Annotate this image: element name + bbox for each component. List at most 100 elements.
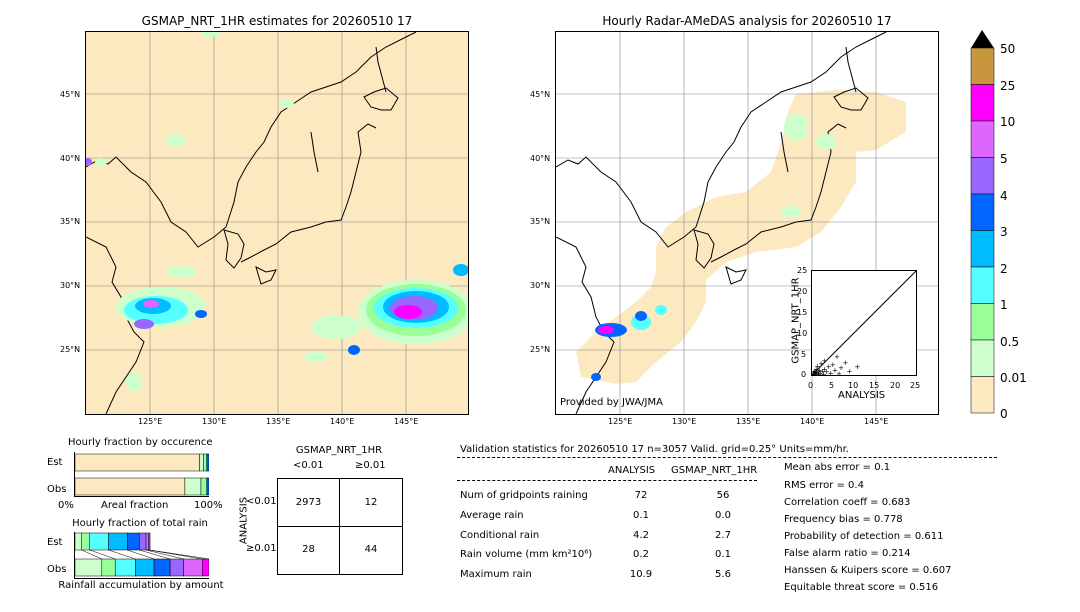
left-lat-label-45: 45°N — [60, 90, 81, 99]
occurrence-canvas — [74, 453, 210, 496]
contingency-row-ge: ≥0.01 — [246, 543, 277, 554]
amount-obs-segment — [202, 558, 210, 577]
scatter-point: + — [834, 353, 840, 361]
left-lon-label-140: 140°E — [330, 417, 355, 426]
validation-row-analysis: 0.2 — [633, 549, 649, 560]
colorbar-block — [970, 266, 995, 304]
left-map-canvas — [86, 32, 468, 414]
amount-connector — [89, 549, 116, 560]
colorbar-over-arrow — [971, 30, 994, 48]
validation-row-label: Rain volume (mm km²10⁶) — [460, 549, 593, 560]
colorbar-label-0.01: 0.01 — [1000, 371, 1027, 385]
occurrence-xlabel: Areal fraction — [101, 500, 169, 511]
colorbar-block — [970, 303, 995, 341]
colorbar — [970, 30, 995, 414]
scatter-point: + — [813, 365, 819, 373]
contingency-grid: 2973 12 28 44 — [277, 478, 403, 575]
scatter-point: + — [822, 365, 828, 373]
scatter-xtick-20: 20 — [890, 381, 901, 390]
amount-obs-segment — [101, 558, 116, 577]
right-lat-label-40: 40°N — [530, 154, 551, 163]
validation-row-label: Maximum rain — [460, 569, 532, 580]
right-map: ++++++++++++++++++++++++++++++ Provided … — [555, 31, 939, 415]
contingency-row-lt: <0.01 — [246, 496, 277, 507]
left-lon-label-125: 125°E — [138, 417, 163, 426]
contingency-col-ge: ≥0.01 — [355, 460, 386, 471]
scatter-point: + — [815, 368, 821, 375]
score-hk: Hanssen & Kuipers score = 0.607 — [784, 565, 952, 576]
occurrence-est-segment — [199, 453, 204, 472]
scatter-point: + — [814, 370, 820, 375]
amount-xlabel: Rainfall accumulation by amount — [58, 580, 224, 591]
scatter-xtick-15: 15 — [869, 381, 880, 390]
scatter-point: + — [821, 370, 827, 375]
amount-title: Hourly fraction of total rain — [72, 518, 208, 529]
score-ets: Equitable threat score = 0.516 — [784, 582, 939, 593]
validation-row-gsmap: 56 — [716, 490, 730, 501]
right-lon-label-135: 135°E — [736, 417, 761, 426]
left-lon-label-130: 130°E — [202, 417, 227, 426]
validation-row-analysis: 10.9 — [629, 569, 653, 580]
occurrence-est-segment — [203, 453, 207, 472]
left-map-coastlines — [86, 32, 417, 414]
amount-obs-segment — [114, 558, 136, 577]
left-map — [85, 31, 469, 415]
right-lat-label-35: 35°N — [530, 217, 551, 226]
colorbar-block — [970, 120, 995, 158]
amount-est-segment — [148, 532, 151, 551]
amount-obs-segment — [74, 558, 103, 577]
colorbar-label-0.5: 0.5 — [1000, 335, 1020, 349]
colorbar-blocks — [970, 47, 995, 414]
amount-obs-segment — [169, 558, 184, 577]
scatter-xlabel: ANALYSIS — [838, 390, 886, 401]
amount-est-segment — [108, 532, 128, 551]
validation-row-gsmap: 0.0 — [715, 510, 731, 521]
scatter-point: + — [812, 370, 817, 375]
right-lon-label-130: 130°E — [672, 417, 697, 426]
amount-obs-segment — [135, 558, 155, 577]
validation-row-analysis: 0.1 — [633, 510, 649, 521]
colorbar-block — [970, 230, 995, 268]
scatter-point: + — [812, 367, 818, 375]
scatter-point: + — [814, 362, 820, 370]
right-lon-label-125: 125°E — [608, 417, 633, 426]
amount-est-segment — [145, 532, 149, 551]
colorbar-label-10: 10 — [1000, 115, 1016, 129]
score-rms-error: RMS error = 0.4 — [784, 480, 864, 491]
colorbar-label-0: 0 — [1000, 407, 1008, 421]
occurrence-row-obs: Obs — [47, 484, 67, 495]
colorbar-label-50: 50 — [1000, 42, 1016, 56]
score-pod: Probability of detection = 0.611 — [784, 531, 944, 542]
amount-plot — [74, 532, 210, 579]
amount-est-segment — [89, 532, 109, 551]
validation-row-analysis: 4.2 — [633, 530, 649, 541]
scatter-point: + — [824, 368, 830, 375]
colorbar-label-5: 5 — [1000, 152, 1008, 166]
left-lat-label-30: 30°N — [60, 281, 81, 290]
scatter-point: + — [830, 361, 836, 369]
scatter-point: + — [854, 363, 860, 371]
left-map-rain-areas — [86, 32, 468, 392]
validation-header: Validation statistics for 20260510 17 n=… — [460, 444, 849, 455]
validation-row-gsmap: 5.6 — [715, 569, 731, 580]
left-lat-label-25: 25°N — [60, 345, 81, 354]
scatter-ytick-20: 20 — [797, 287, 808, 296]
colorbar-block — [970, 193, 995, 231]
amount-connector — [150, 549, 210, 560]
colorbar-label-1: 1 — [1000, 298, 1008, 312]
right-map-canvas — [556, 32, 938, 414]
colorbar-label-3: 3 — [1000, 225, 1008, 239]
validation-col-gsmap: GSMAP_NRT_1HR — [671, 465, 758, 476]
score-mean-abs-error: Mean abs error = 0.1 — [784, 462, 891, 473]
occurrence-obs-segment — [200, 477, 207, 496]
right-map-rain-areas — [591, 113, 836, 381]
amount-connector — [148, 549, 203, 560]
scatter-point: + — [836, 370, 842, 375]
contingency-cell-b: 12 — [364, 497, 378, 508]
validation-col-analysis: ANALYSIS — [608, 465, 656, 476]
scatter-point: + — [813, 369, 819, 375]
right-lat-label-30: 30°N — [530, 281, 551, 290]
validation-row-gsmap: 0.1 — [715, 549, 731, 560]
amount-obs-segment — [153, 558, 171, 577]
right-lon-label-140: 140°E — [800, 417, 825, 426]
